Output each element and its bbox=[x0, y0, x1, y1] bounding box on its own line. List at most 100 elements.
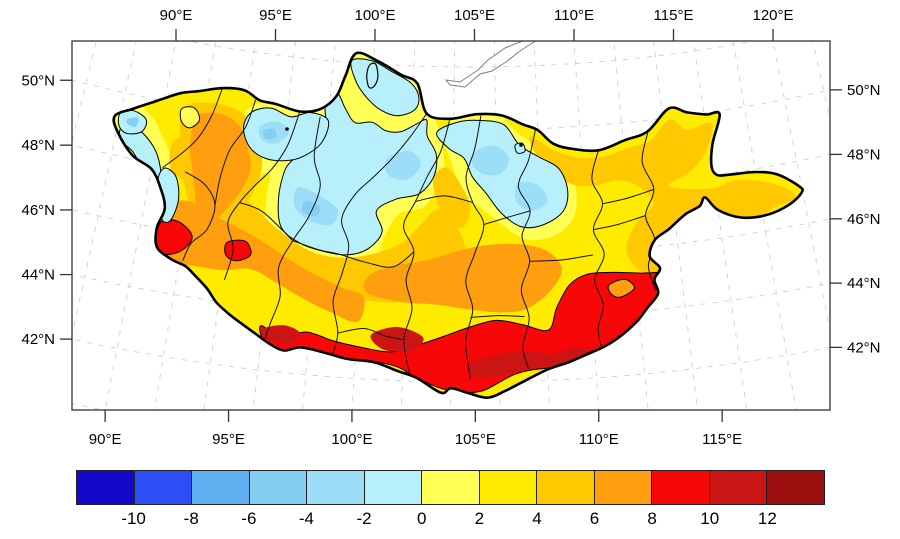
contour-fill-orange-midsouth bbox=[363, 243, 562, 313]
graticule-meridian bbox=[653, 41, 698, 410]
colorbar-segment bbox=[536, 471, 594, 504]
province-boundary bbox=[602, 188, 654, 205]
contour-fill-deepblue-khangai bbox=[301, 200, 321, 217]
colorbar-segment bbox=[306, 471, 364, 504]
colorbar-tick-label: -2 bbox=[356, 509, 372, 528]
province-boundary bbox=[214, 99, 257, 206]
graticule-meridian bbox=[104, 41, 177, 410]
province-boundary bbox=[529, 254, 593, 262]
axis-tick-label: 44°N bbox=[847, 275, 881, 292]
axis-tick-label: 48°N bbox=[21, 137, 55, 154]
graticule-meridian bbox=[732, 41, 797, 410]
colorbar-tick-label: 4 bbox=[532, 509, 542, 528]
axis-tick-label: 90°E bbox=[160, 7, 193, 24]
colorbar-tick-label: 6 bbox=[589, 509, 600, 528]
province-boundary bbox=[182, 171, 216, 262]
colorbar-tick-label: 8 bbox=[647, 509, 657, 528]
small-lake-dot bbox=[519, 143, 523, 147]
plot-frame bbox=[71, 40, 831, 411]
axis-tick-label: 110°E bbox=[554, 7, 594, 24]
axis-tick-label: 44°N bbox=[21, 267, 55, 284]
lake-khovsgol bbox=[366, 62, 379, 89]
colorbar-segment bbox=[363, 471, 422, 504]
colorbar-tick-label: 10 bbox=[700, 509, 720, 528]
colorbar-segment bbox=[593, 471, 652, 504]
graticule-parallel bbox=[81, 0, 833, 4]
colorbar-segment bbox=[766, 471, 824, 504]
axis-tick-label: 42°N bbox=[847, 339, 881, 356]
axis-tick-label: 115°E bbox=[702, 431, 742, 448]
colorbar-segment bbox=[708, 471, 767, 504]
province-boundary bbox=[292, 240, 415, 268]
axis-tick-label: 50°N bbox=[847, 82, 881, 99]
province-boundary bbox=[470, 315, 525, 318]
colorbar-tick-label: 12 bbox=[757, 509, 777, 528]
contour-fill-blue-north-core bbox=[384, 150, 422, 180]
contour-fill-blue-khentii-core2 bbox=[515, 181, 548, 211]
colorbar-segment bbox=[248, 471, 307, 504]
graticule-parallel bbox=[184, 41, 758, 68]
colorbar-segment bbox=[191, 471, 249, 504]
province-boundary bbox=[239, 202, 294, 241]
axis-tick-label: 42°N bbox=[21, 331, 55, 348]
axis-tick-label: 95°E bbox=[212, 431, 245, 448]
province-boundary bbox=[403, 120, 451, 375]
colorbar-segment bbox=[133, 471, 192, 504]
contour-fill-crimson-c bbox=[466, 347, 595, 378]
colorbar-tick-label: 0 bbox=[416, 509, 427, 528]
axis-tick-label: 105°E bbox=[454, 7, 495, 24]
contour-fill-blue-khentii-core1 bbox=[471, 145, 510, 176]
axis-tick-label: 46°N bbox=[21, 202, 55, 219]
axis-tick-label: 46°N bbox=[847, 211, 881, 228]
graticule-meridian bbox=[772, 41, 830, 334]
contour-fill-ring-island-nw bbox=[179, 106, 201, 129]
colorbar-tick-label: -4 bbox=[298, 509, 315, 528]
axis-tick-label: 120°E bbox=[752, 7, 793, 24]
axis-tick-label: 90°E bbox=[89, 431, 122, 448]
province-boundary bbox=[415, 195, 473, 203]
axis-tick-label: 48°N bbox=[847, 146, 881, 163]
contour-fills bbox=[113, 52, 803, 398]
colorbar-segment bbox=[421, 471, 479, 504]
contour-fill-red-west-2 bbox=[224, 239, 252, 262]
contour-fill-gold-corridor bbox=[432, 167, 471, 228]
colorbar-tick-label: -6 bbox=[241, 509, 257, 528]
graticule-meridian bbox=[72, 41, 97, 144]
axis-tick-label: 50°N bbox=[21, 72, 55, 89]
graticule-meridian bbox=[692, 41, 748, 410]
country-outline bbox=[112, 51, 805, 400]
colorbar-labels: -10 -8 -6 -4 -2 0 2 4 6 8 10 12 bbox=[76, 509, 825, 533]
graticule-meridian bbox=[72, 41, 137, 338]
colorbar-tick-label: 2 bbox=[474, 509, 485, 528]
baikal-lake-outline bbox=[444, 41, 537, 88]
colorbar bbox=[76, 470, 825, 505]
contour-fill-deepblue-uvs bbox=[262, 128, 277, 140]
province-boundary bbox=[223, 111, 301, 281]
contour-fill-orange-northwest bbox=[190, 112, 251, 222]
province-boundary bbox=[593, 215, 646, 231]
colorbar-tick-label: -8 bbox=[183, 509, 199, 528]
province-boundary bbox=[591, 150, 606, 359]
province-boundary bbox=[465, 115, 485, 379]
province-boundary bbox=[162, 88, 223, 169]
colorbar-tick-label: -10 bbox=[121, 509, 146, 528]
axis-tick-label: 115°E bbox=[654, 7, 694, 24]
province-boundary bbox=[517, 128, 537, 369]
colorbar-segment bbox=[77, 471, 134, 504]
axis-tick-label: 105°E bbox=[455, 431, 496, 448]
axis-tick-label: 95°E bbox=[259, 7, 292, 24]
small-lake-dot bbox=[285, 127, 289, 131]
colorbar-segment bbox=[478, 471, 537, 504]
contour-fill-deepblue-nw bbox=[126, 117, 139, 128]
axis-tick-label: 100°E bbox=[331, 431, 372, 448]
contour-fill-gold-southwest bbox=[169, 138, 466, 303]
province-boundary bbox=[337, 327, 404, 341]
contour-fill-crimson-b bbox=[370, 326, 424, 352]
graticule-parallel bbox=[72, 338, 830, 383]
axis-tick-label: 110°E bbox=[579, 431, 619, 448]
colorbar-segment bbox=[651, 471, 709, 504]
contour-fill-crimson-a bbox=[261, 325, 300, 344]
axis-tick-label: 100°E bbox=[354, 7, 395, 24]
